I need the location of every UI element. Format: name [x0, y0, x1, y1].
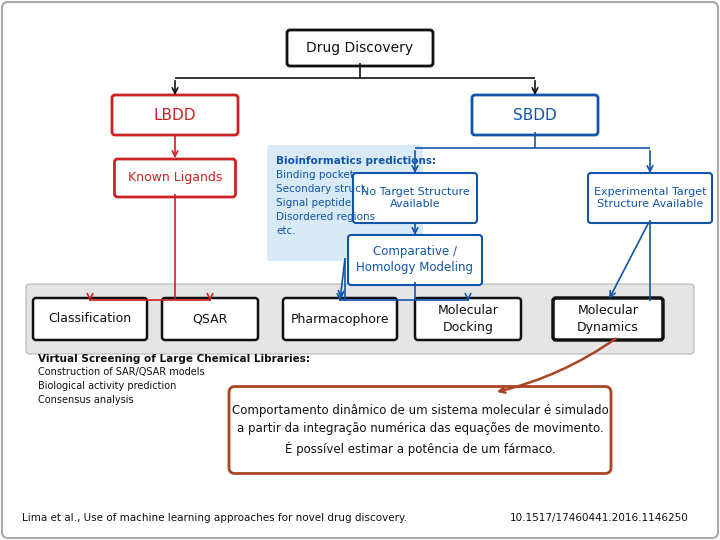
Text: Construction of SAR/QSAR models
Biological activity prediction
Consensus analysi: Construction of SAR/QSAR models Biologic…: [38, 367, 204, 405]
Text: Bioinformatics predictions:: Bioinformatics predictions:: [276, 156, 436, 166]
Text: LBDD: LBDD: [154, 107, 197, 123]
FancyBboxPatch shape: [415, 298, 521, 340]
Text: Binding pocket
Secondary struct.
Signal peptide
Disordered regions
etc.: Binding pocket Secondary struct. Signal …: [276, 170, 375, 236]
Text: Experimental Target
Structure Available: Experimental Target Structure Available: [594, 187, 706, 209]
FancyBboxPatch shape: [588, 173, 712, 223]
Text: Drug Discovery: Drug Discovery: [307, 41, 413, 55]
Text: Lima et al., Use of machine learning approaches for novel drug discovery.: Lima et al., Use of machine learning app…: [22, 513, 407, 523]
FancyBboxPatch shape: [229, 387, 611, 474]
Text: Classification: Classification: [48, 313, 132, 326]
FancyBboxPatch shape: [26, 284, 694, 354]
FancyBboxPatch shape: [162, 298, 258, 340]
Text: 10.1517/17460441.2016.1146250: 10.1517/17460441.2016.1146250: [510, 513, 689, 523]
FancyBboxPatch shape: [553, 298, 663, 340]
FancyBboxPatch shape: [472, 95, 598, 135]
FancyBboxPatch shape: [267, 145, 423, 261]
Text: Comportamento dinâmico de um sistema molecular é simulado
a partir da integração: Comportamento dinâmico de um sistema mol…: [232, 404, 608, 456]
Text: Comparative /
Homology Modeling: Comparative / Homology Modeling: [356, 246, 474, 274]
Text: SBDD: SBDD: [513, 107, 557, 123]
Text: Pharmacophore: Pharmacophore: [291, 313, 390, 326]
FancyBboxPatch shape: [348, 235, 482, 285]
Text: Molecular
Docking: Molecular Docking: [438, 305, 498, 334]
FancyBboxPatch shape: [287, 30, 433, 66]
Text: QSAR: QSAR: [192, 313, 228, 326]
FancyBboxPatch shape: [112, 95, 238, 135]
Text: Virtual Screening of Large Chemical Libraries:: Virtual Screening of Large Chemical Libr…: [38, 354, 310, 364]
FancyBboxPatch shape: [353, 173, 477, 223]
FancyBboxPatch shape: [114, 159, 235, 197]
FancyBboxPatch shape: [33, 298, 147, 340]
FancyBboxPatch shape: [283, 298, 397, 340]
Text: Molecular
Dynamics: Molecular Dynamics: [577, 305, 639, 334]
Text: Known Ligands: Known Ligands: [128, 172, 222, 185]
Text: No Target Structure
Available: No Target Structure Available: [361, 187, 469, 209]
